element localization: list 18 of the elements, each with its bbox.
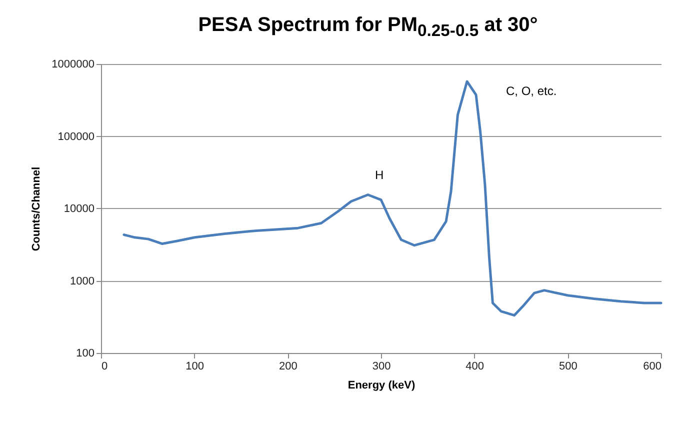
x-tick-label: 200 — [278, 360, 298, 372]
y-tick-label: 100 — [76, 348, 94, 360]
x-tick-label: 100 — [186, 360, 204, 372]
x-tick-label: 400 — [466, 360, 484, 372]
x-tick-label: 500 — [558, 360, 578, 372]
x-tick-label: 300 — [372, 360, 391, 372]
x-tick-label: 0 — [102, 360, 108, 372]
x-axis-title: Energy (keV) — [348, 380, 416, 392]
annotation: C, O, etc. — [506, 84, 557, 98]
chart-title: PESA Spectrum for PM$_{0.25-0.5}$ at 30° — [197, 13, 539, 42]
y-tick-label: 10000 — [64, 203, 94, 215]
y-tick-label: 1000 — [70, 275, 94, 288]
y-tick-label: 1000000 — [52, 58, 94, 70]
line-series — [122, 80, 662, 317]
annotation: H — [375, 168, 384, 182]
y-tick-label: 100000 — [58, 130, 94, 143]
x-tick-label: 600 — [643, 360, 662, 372]
y-axis-title: Counts/Channel — [30, 166, 43, 252]
